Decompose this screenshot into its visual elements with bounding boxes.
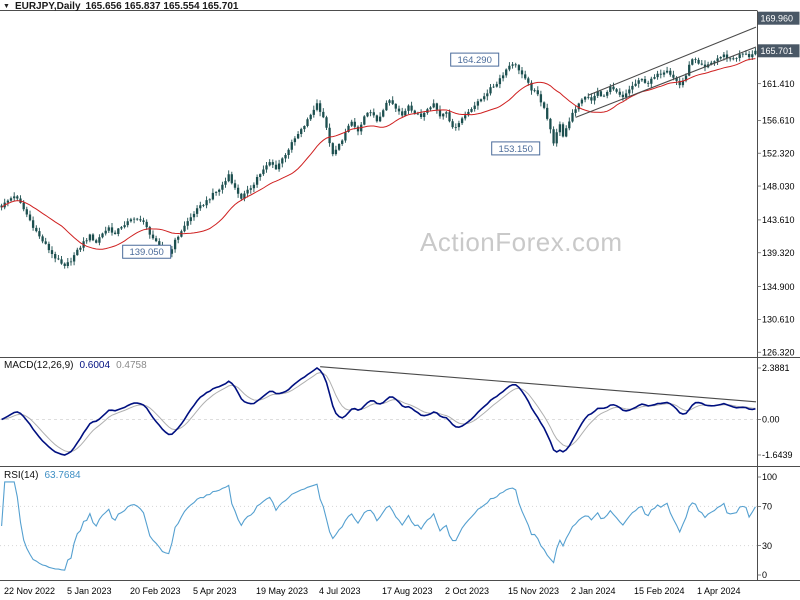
time-axis-label: 5 Jan 2023 xyxy=(67,586,112,596)
macd-main-value: 0.6004 xyxy=(79,360,111,371)
macd-signal-value: 0.4758 xyxy=(116,360,147,371)
macd-signal-line xyxy=(1,372,756,453)
price-axis-label: 148.030 xyxy=(762,181,795,191)
price-axis: 169.960 165.701 161.410 156.610 152.320 148.0… xyxy=(757,11,800,357)
rsi-value: 63.7684 xyxy=(44,470,81,481)
time-axis: 22 Nov 2022 5 Jan 2023 20 Feb 2023 5 Apr 20… xyxy=(4,586,741,596)
rsi-axis-label: 70 xyxy=(762,502,772,512)
rsi-label: RSI(14) xyxy=(4,470,39,481)
rsi-indicator-title: RSI(14) 63.7684 xyxy=(4,470,81,481)
time-axis-label: 5 Apr 2023 xyxy=(193,586,237,596)
macd-axis-label: -1.6439 xyxy=(762,450,793,460)
price-annotation-box xyxy=(450,52,500,67)
macd-line xyxy=(1,367,756,456)
price-axis-label: 139.320 xyxy=(762,248,795,258)
watermark: ActionForex.com xyxy=(420,227,623,257)
price-annotations: 164.290 153.150 139.050 xyxy=(122,52,541,259)
price-annotation-box xyxy=(491,141,541,156)
price-axis-label: 152.320 xyxy=(762,148,795,158)
candlestick-series xyxy=(0,47,757,269)
rsi-line xyxy=(1,481,756,571)
trendline xyxy=(588,26,757,96)
chart-marker-icon: ▼ xyxy=(3,3,10,10)
price-tag-label: 165.701 xyxy=(761,46,794,56)
macd-axis-label: 0.00 xyxy=(762,415,780,425)
symbol-timeframe-label: EURJPY,Daily xyxy=(14,1,81,12)
price-axis-label: 143.610 xyxy=(762,215,795,225)
ohlc-values: 165.656 165.837 165.554 165.701 xyxy=(85,1,239,12)
price-axis-label: 126.320 xyxy=(762,347,795,357)
time-axis-label: 19 May 2023 xyxy=(256,586,308,596)
time-axis-label: 2 Oct 2023 xyxy=(445,586,489,596)
time-axis-label: 4 Jul 2023 xyxy=(319,586,361,596)
time-axis-label: 22 Nov 2022 xyxy=(4,586,55,596)
macd-trendline xyxy=(320,366,757,403)
macd-axis: 2.3881 0.00 -1.6439 xyxy=(757,363,793,460)
time-axis-label: 17 Aug 2023 xyxy=(382,586,433,596)
price-annotation-label: 153.150 xyxy=(499,144,533,155)
candle-wicks xyxy=(1,47,756,269)
macd-label: MACD(12,26,9) xyxy=(4,360,74,371)
price-annotation-box xyxy=(122,244,172,259)
price-tag xyxy=(758,11,800,25)
panel-frames xyxy=(0,10,800,581)
rsi-axis-label: 100 xyxy=(762,472,777,482)
price-axis-label: 134.900 xyxy=(762,282,795,292)
time-axis-label: 15 Feb 2024 xyxy=(634,586,685,596)
candle-bodies xyxy=(0,50,757,266)
price-channel-lines xyxy=(575,26,757,118)
time-axis-label: 1 Apr 2024 xyxy=(697,586,741,596)
macd-indicator-title: MACD(12,26,9) 0.6004 0.4758 xyxy=(4,360,147,371)
price-axis-label: 130.610 xyxy=(762,315,795,325)
price-annotation-label: 139.050 xyxy=(129,247,163,258)
price-axis-label: 156.610 xyxy=(762,116,795,126)
time-axis-label: 15 Nov 2023 xyxy=(508,586,559,596)
trendline xyxy=(575,46,757,118)
price-axis-label: 161.410 xyxy=(762,79,795,89)
rsi-axis-label: 30 xyxy=(762,541,772,551)
rsi-axis-label: 0 xyxy=(762,570,767,580)
price-annotation-label: 164.290 xyxy=(458,55,492,66)
chart-title: ▼ EURJPY,Daily 165.656 165.837 165.554 1… xyxy=(3,1,238,12)
rsi-axis: 100 70 30 0 xyxy=(757,472,777,580)
price-tag xyxy=(758,44,800,58)
time-axis-label: 2 Jan 2024 xyxy=(571,586,616,596)
moving-average-line xyxy=(1,58,756,250)
time-axis-label: 20 Feb 2023 xyxy=(130,586,181,596)
price-tag-label: 169.960 xyxy=(761,13,794,23)
macd-axis-label: 2.3881 xyxy=(762,363,790,373)
